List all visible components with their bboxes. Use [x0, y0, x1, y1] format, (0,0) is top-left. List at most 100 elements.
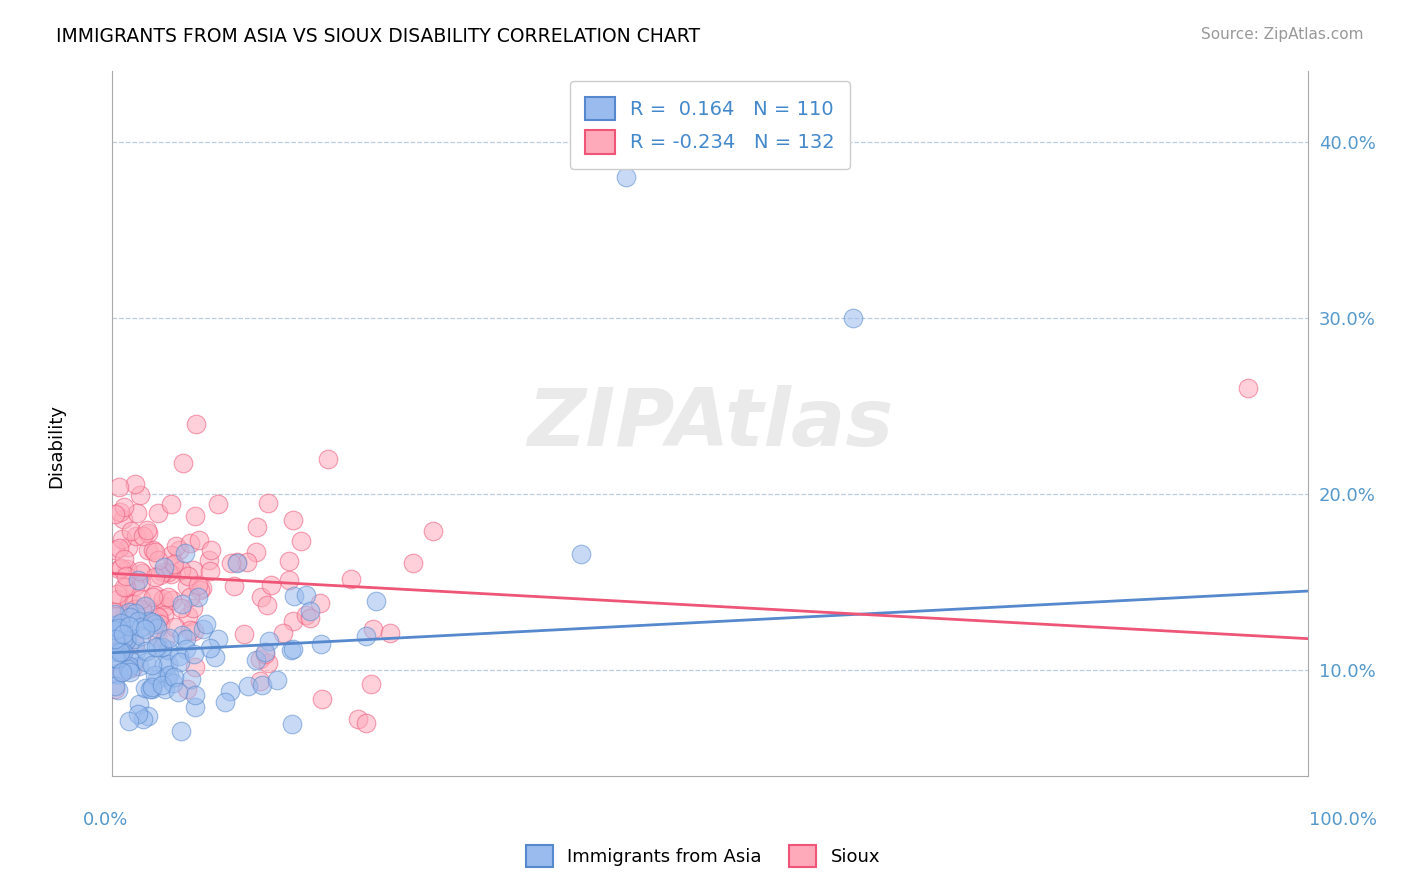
Point [124, 637, 146, 651]
Point [124, 601, 146, 615]
Point [187, 590, 209, 604]
Point [117, 619, 139, 633]
Point [104, 636, 127, 650]
Point [127, 506, 149, 520]
Text: IMMIGRANTS FROM ASIA VS SIOUX DISABILITY CORRELATION CHART: IMMIGRANTS FROM ASIA VS SIOUX DISABILITY… [56, 27, 700, 45]
Point [135, 644, 157, 658]
Point [250, 590, 273, 604]
Point [146, 630, 169, 644]
Point [207, 497, 229, 511]
Point [134, 681, 156, 695]
Point [107, 621, 129, 635]
Point [152, 565, 174, 579]
Point [153, 607, 176, 622]
Point [110, 665, 132, 679]
Point [108, 480, 131, 494]
Point [152, 592, 174, 607]
Point [298, 605, 321, 619]
Point [129, 564, 152, 578]
Point [143, 668, 166, 682]
Point [150, 678, 173, 692]
Point [145, 622, 167, 636]
Point [108, 562, 131, 576]
Point [260, 578, 283, 592]
Point [114, 569, 136, 583]
Point [183, 648, 205, 662]
Point [162, 670, 184, 684]
Point [122, 659, 145, 673]
Point [256, 599, 278, 613]
Text: Source: ZipAtlas.com: Source: ZipAtlas.com [1201, 27, 1364, 42]
Point [236, 679, 259, 693]
Point [278, 573, 301, 587]
Point [136, 523, 159, 537]
Point [153, 681, 176, 696]
Point [616, 170, 638, 185]
Point [354, 716, 377, 731]
Point [148, 640, 170, 655]
Point [156, 657, 179, 671]
Text: 0.0%: 0.0% [83, 811, 128, 829]
Point [117, 562, 139, 576]
Point [114, 633, 136, 648]
Point [160, 567, 183, 582]
Point [226, 557, 249, 571]
Point [152, 658, 174, 673]
Point [132, 712, 155, 726]
Point [146, 610, 169, 624]
Point [112, 580, 135, 594]
Point [184, 699, 207, 714]
Point [311, 692, 333, 706]
Point [129, 620, 152, 634]
Point [354, 629, 377, 643]
Point [148, 611, 170, 625]
Point [131, 529, 153, 543]
Point [174, 641, 197, 656]
Point [249, 652, 271, 666]
Point [104, 679, 127, 693]
Point [156, 642, 179, 657]
Point [105, 652, 128, 666]
Point [104, 651, 127, 665]
Point [124, 597, 146, 611]
Point [364, 593, 387, 607]
Point [136, 708, 159, 723]
Point [136, 543, 159, 558]
Point [107, 667, 129, 681]
Point [156, 590, 179, 604]
Point [160, 549, 183, 563]
Point [124, 606, 146, 620]
Point [153, 632, 176, 646]
Legend: Immigrants from Asia, Sioux: Immigrants from Asia, Sioux [519, 838, 887, 874]
Point [117, 714, 139, 729]
Point [246, 520, 269, 534]
Point [131, 602, 153, 616]
Point [219, 556, 242, 570]
Point [184, 660, 207, 674]
Point [181, 562, 204, 576]
Point [104, 617, 127, 632]
Point [104, 623, 127, 637]
Point [143, 570, 166, 584]
Point [110, 560, 132, 574]
Point [111, 645, 134, 659]
Point [108, 645, 131, 659]
Point [281, 513, 304, 527]
Text: 100.0%: 100.0% [1309, 811, 1376, 829]
Point [124, 528, 146, 542]
Point [160, 592, 183, 607]
Point [167, 685, 190, 699]
Point [204, 650, 226, 665]
Point [188, 582, 211, 597]
Point [110, 615, 132, 630]
Text: ZIPAtlas: ZIPAtlas [527, 384, 893, 463]
Point [235, 555, 257, 569]
Point [141, 657, 163, 672]
Point [104, 632, 127, 646]
Point [112, 627, 135, 641]
Point [127, 706, 149, 721]
Point [187, 533, 209, 547]
Point [120, 665, 142, 680]
Point [117, 659, 139, 673]
Point [143, 616, 166, 631]
